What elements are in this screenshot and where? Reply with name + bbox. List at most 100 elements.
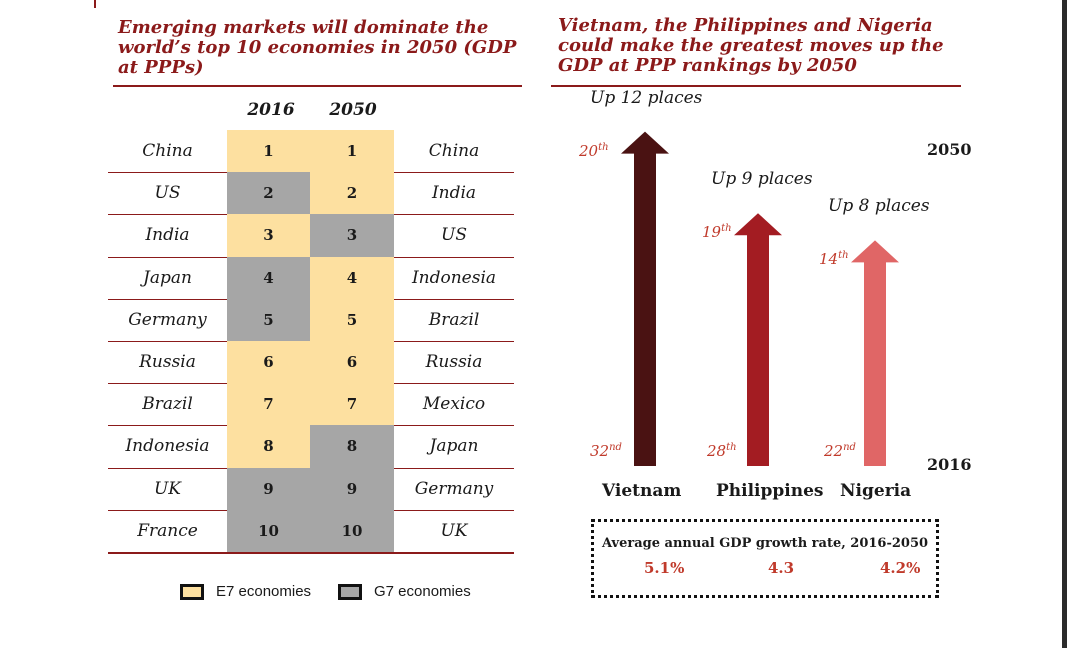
country-2050: Indonesia [411,267,497,288]
row-divider-right [394,172,514,174]
rank-suffix: nd [609,442,622,453]
rank-number: 28 [707,442,727,460]
rank-cell-2050-bg [310,130,394,173]
rank-arrow-philippines [734,213,782,466]
row-divider-left [108,298,227,300]
right-chart-title: Vietnam, the Philippines and Nigeria cou… [558,15,944,76]
rank-suffix: th [838,250,849,262]
rank-2050: 1 [346,142,358,160]
country-2016: Brazil [142,394,193,415]
country-2050: Russia [425,352,483,372]
growth-value-nigeria: 4.2% [880,559,921,577]
rank-2016: 6 [263,353,274,371]
row-divider-left [108,341,227,342]
rank-2050: 9 [346,479,358,498]
rank-2050-label-vietnam: 20th [579,142,609,160]
rank-cell-2016-bg [227,509,310,553]
table-bottom-rule [108,552,514,554]
rank-2050: 8 [346,437,358,456]
places-up-label-philippines: Up 9 places [711,169,813,190]
rank-2050: 4 [346,268,358,287]
row-divider-right [394,425,514,427]
country-2016: Indonesia [125,436,210,457]
rank-cell-2016-bg [227,130,310,173]
rank-2050: 6 [346,353,358,371]
row-divider-left [108,467,227,469]
rank-cell-2016-bg [227,172,310,215]
rank-2016: 2 [263,184,274,203]
rank-cell-2050-bg [310,256,394,300]
rank-number: 32 [590,442,610,460]
country-2050: Germany [414,478,494,499]
country-2050: Mexico [422,394,486,415]
rank-2016: 5 [263,310,274,329]
rank-arrow-vietnam [621,131,669,466]
rank-number: 19 [702,223,722,242]
rank-cell-2016-bg [227,256,310,300]
rank-suffix: th [726,442,737,453]
year-mark-top: 2050 [927,140,972,159]
country-label-nigeria: Nigeria [840,481,912,501]
rank-2016: 8 [263,437,274,456]
growth-value-vietnam: 5.1% [644,559,685,577]
country-2050: Japan [429,436,479,457]
row-divider-left [108,383,227,385]
rank-suffix: nd [843,442,856,453]
growth-rate-box: Average annual GDP growth rate, 2016-205… [591,519,939,598]
country-2016: Germany [128,309,207,330]
rank-number: 20 [579,141,599,160]
year-header-2050: 2050 [329,100,377,120]
growth-rate-title: Average annual GDP growth rate, 2016-205… [602,536,929,551]
rank-cell-2050-bg [310,509,394,553]
rank-cell-2050-bg [310,467,394,511]
top-tick-mark [94,0,96,8]
rank-2016: 10 [258,521,279,540]
rank-cell-2016-bg [227,425,310,469]
legend-g7: G7 economies [338,583,471,600]
rank-2016: 7 [263,395,274,414]
country-2050: US [441,225,467,246]
country-label-vietnam: Vietnam [602,481,682,501]
rank-2016: 9 [263,479,274,498]
year-mark-bottom: 2016 [927,455,972,474]
row-divider-right [394,256,514,258]
row-divider-right [394,214,514,216]
rank-2050-label-nigeria: 14th [819,250,849,268]
rank-number: 22 [824,442,844,460]
rank-suffix: th [598,141,609,153]
legend-swatch-g7 [338,583,362,600]
country-2016: US [154,183,181,204]
left-chart-title: Emerging markets will dominate the world… [118,17,517,78]
growth-value-philippines: 4.3 [768,559,795,577]
rank-2016-label-vietnam: 32nd [590,442,622,460]
places-up-label-nigeria: Up 8 places [828,196,930,217]
country-2050: China [428,141,480,161]
rank-2050: 3 [346,226,358,245]
rank-2050: 10 [341,521,363,540]
legend-swatch-e7 [180,583,204,600]
rank-arrow-nigeria [851,240,899,466]
legend-e7: E7 economies [180,583,311,600]
rank-cell-2050-bg [310,214,394,258]
rank-cell-2016-bg [227,467,310,511]
row-divider-right [394,298,514,300]
country-2016: Japan [143,267,192,288]
rank-cell-2016-bg [227,341,310,384]
rank-2016: 4 [263,268,274,287]
right-title-rule [551,85,961,87]
window-frame-edge [1062,0,1067,648]
year-header-2016: 2016 [247,100,295,120]
legend-label-g7: G7 economies [374,583,471,600]
row-divider-left [108,172,227,174]
country-2050: India [431,183,477,204]
row-divider-left [108,509,227,511]
rank-2016: 1 [263,142,274,160]
legend-label-e7: E7 economies [216,583,312,600]
country-label-philippines: Philippines [716,481,824,501]
rank-2016: 3 [263,226,274,245]
rank-suffix: th [721,223,732,235]
rank-2050: 2 [346,184,358,203]
rank-cell-2050-bg [310,172,394,215]
row-divider-left [108,425,227,427]
rank-cell-2016-bg [227,298,310,342]
